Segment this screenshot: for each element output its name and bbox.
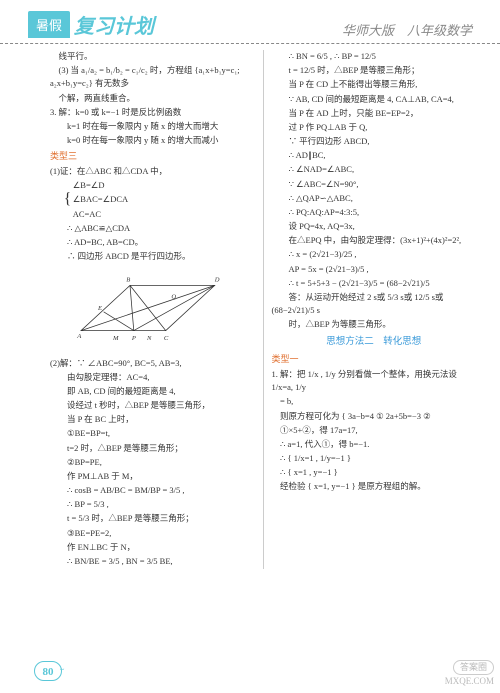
text-line: ∴ BN = 6/5 , ∴ BP = 12/5	[272, 50, 477, 63]
text-line: ∵ AB, CD 间的最短距离是 4, CA⊥AB, CA=4,	[272, 93, 477, 106]
text-line: ∴ BN/BE = 3/5 , BN = 3/5 BE,	[50, 555, 255, 568]
text-line: 1. 解：把 1/x , 1/y 分别看做一个整体，用换元法设 1/x=a, 1…	[272, 368, 477, 394]
text-line: 作 EN⊥BC 于 N，	[50, 541, 255, 554]
text-line: t = 5/3 时，△BEP 是等腰三角形；	[50, 512, 255, 525]
text-line: ∴ △QAP∽△ABC,	[272, 192, 477, 205]
text-line: ∴ PQ:AQ:AP=4:3:5,	[272, 206, 477, 219]
text-line: ∴ △ABC≌△CDA	[50, 222, 255, 235]
text-line: (2)解：∵ ∠ABC=90°, BC=5, AB=3,	[50, 357, 255, 370]
text-line: (3) 当 a₁/a₂ = b₁/b₂ = c₁/c₂ 时，方程组 {a₁x+b…	[50, 64, 255, 90]
svg-text:N: N	[146, 335, 152, 342]
text-line: 设 PQ=4x, AQ=3x,	[272, 220, 477, 233]
page-number: 80	[34, 661, 62, 681]
svg-text:B: B	[126, 277, 130, 284]
text-line: ③BE=PE=2,	[50, 527, 255, 540]
right-column: ∴ BN = 6/5 , ∴ BP = 12/5 t = 12/5 时，△BEP…	[272, 50, 477, 569]
page-decoration: ~	[60, 665, 140, 685]
text-line: ∴ ∠NAD=∠ABC,	[272, 163, 477, 176]
text-line: ∠BAC=∠DCA	[73, 193, 255, 206]
svg-text:Q: Q	[171, 294, 176, 301]
text-line: 线平行。	[50, 50, 255, 63]
text-line: AP = 5x = (2√21−3)/5 ,	[272, 263, 477, 276]
text-line: = b,	[272, 395, 477, 408]
header-left: 暑假 复习计划	[28, 10, 154, 39]
svg-text:C: C	[164, 335, 169, 342]
watermark-site: MXQE.COM	[445, 676, 494, 686]
svg-text:D: D	[214, 277, 220, 284]
text-line: ①BE=BP=t,	[50, 427, 255, 440]
section-heading: 类型三	[50, 150, 255, 164]
brace-group: ∠B=∠D ∠BAC=∠DCA AC=AC	[69, 179, 255, 221]
column-divider	[263, 50, 264, 569]
text-line: ∴ x = (2√21−3)/25 ,	[272, 248, 477, 261]
text-line: 时，△BEP 为等腰三角形。	[272, 318, 477, 331]
geometry-diagram: A B C D E P M N Q	[66, 268, 226, 348]
text-line: (1)证：在△ABC 和△CDA 中，	[50, 165, 255, 178]
text-line: 经检验 { x=1, y=−1 } 是原方程组的解。	[272, 480, 477, 493]
text-line: ∵ 平行四边形 ABCD,	[272, 135, 477, 148]
text-line: ∴ a=1, 代入①，得 b=−1.	[272, 438, 477, 451]
text-line: k=0 时在每一象限内 y 随 x 的增大而减小	[50, 134, 255, 147]
text-line: 答：从运动开始经过 2 s或 5/3 s或 12/5 s或 (68−2√21)/…	[272, 291, 477, 317]
text-line: t=2 时，△BEP 是等腰三角形；	[50, 442, 255, 455]
text-line: ∴ AD∥BC,	[272, 149, 477, 162]
text-line: ②BP=PE,	[50, 456, 255, 469]
text-line: 过 P 作 PQ⊥AB 于 Q,	[272, 121, 477, 134]
text-line: k=1 时在每一象限内 y 随 x 的增大而增大	[50, 120, 255, 133]
svg-text:P: P	[131, 335, 136, 342]
method-heading: 思想方法二 转化思想	[272, 335, 477, 350]
text-line: 则原方程可化为 { 3a−b=4 ① 2a+5b=−3 ②	[272, 410, 477, 423]
text-line: ∴ 四边形 ABCD 是平行四边形。	[50, 250, 255, 263]
text-line: ∴ AD=BC, AB=CD。	[50, 236, 255, 249]
text-line: ①×5+②，得 17a=17,	[272, 424, 477, 437]
text-line: 由勾股定理得：AC=4,	[50, 371, 255, 384]
content-columns: 线平行。 (3) 当 a₁/a₂ = b₁/b₂ = c₁/c₂ 时，方程组 {…	[0, 50, 500, 569]
text-line: 在△EPQ 中，由勾股定理得：(3x+1)²+(4x)²=2²,	[272, 234, 477, 247]
text-line: ∴ t = 5+5+3 − (2√21−3)/5 = (68−2√21)/5	[272, 277, 477, 290]
svg-text:A: A	[76, 333, 82, 340]
text-line: ∴ { 1/x=1 , 1/y=−1 }	[272, 452, 477, 465]
text-line: AC=AC	[73, 208, 255, 221]
text-line: 作 PM⊥AB 于 M，	[50, 470, 255, 483]
section-heading: 类型一	[272, 353, 477, 367]
text-line: ∴ BP = 5/3 ,	[50, 498, 255, 511]
text-line: 当 P 在 BC 上时，	[50, 413, 255, 426]
series-tag: 暑假	[28, 11, 70, 38]
text-line: 当 P 在 AD 上时，只能 BE=EP=2，	[272, 107, 477, 120]
watermark: 答案圈 MXQE.COM	[445, 660, 494, 687]
page-header: 暑假 复习计划 华师大版 八年级数学	[0, 0, 500, 44]
text-line: ∴ cosB = AB/BC = BM/BP = 3/5 ,	[50, 484, 255, 497]
svg-text:E: E	[97, 305, 102, 312]
text-line: t = 12/5 时，△BEP 是等腰三角形；	[272, 64, 477, 77]
text-line: 当 P 在 CD 上不能得出等腰三角形,	[272, 78, 477, 91]
watermark-badge: 答案圈	[453, 660, 494, 675]
text-line: 个解，两直线重合。	[50, 92, 255, 105]
text-line: ∵ ∠ABC=∠N=90°,	[272, 178, 477, 191]
text-line: ∴ { x=1 , y=−1 }	[272, 466, 477, 479]
text-line: 设经过 t 秒时，△BEP 是等腰三角形，	[50, 399, 255, 412]
svg-text:M: M	[112, 335, 119, 342]
text-line: 3. 解：k=0 或 k=−1 时是反比例函数	[50, 106, 255, 119]
plan-title: 复习计划	[74, 10, 154, 39]
left-column: 线平行。 (3) 当 a₁/a₂ = b₁/b₂ = c₁/c₂ 时，方程组 {…	[50, 50, 255, 569]
text-line: 即 AB, CD 间的最短距离是 4,	[50, 385, 255, 398]
text-line: ∠B=∠D	[73, 179, 255, 192]
book-title: 华师大版 八年级数学	[342, 20, 472, 39]
